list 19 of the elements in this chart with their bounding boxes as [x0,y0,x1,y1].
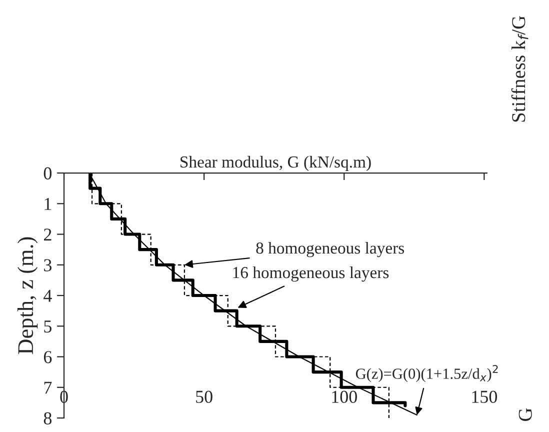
y-tick-label: 2 [44,228,52,241]
y-tick-label: 4 [44,290,52,302]
x-tick-label: 50 [196,390,212,403]
y-tick-label: 7 [44,382,52,394]
text: G [518,408,532,421]
y-tick-label: 8 [44,412,52,424]
y-tick-label: 6 [44,351,52,364]
y-tick-label: 5 [44,320,52,333]
x-tick-label: 100 [332,390,357,403]
y-tick-label: 3 [44,259,52,272]
annotation: 16 homogeneous layers [233,266,389,282]
y-axis-title: Depth, z (m.) [17,237,38,354]
x-axis-title: Shear modulus, G (kN/sq.m) [180,156,371,172]
text: Stiffness k$_{f}$/G [511,16,528,122]
x-tick-label: 150 [472,390,498,403]
y-tick-label: 0 [44,167,52,180]
annotation: G(z)=G(0)(1+1.5z/d$_{x}$)$^{2}$ [356,364,498,382]
annotation: 8 homogeneous layers [256,242,404,258]
y-tick-label: 1 [44,198,52,210]
